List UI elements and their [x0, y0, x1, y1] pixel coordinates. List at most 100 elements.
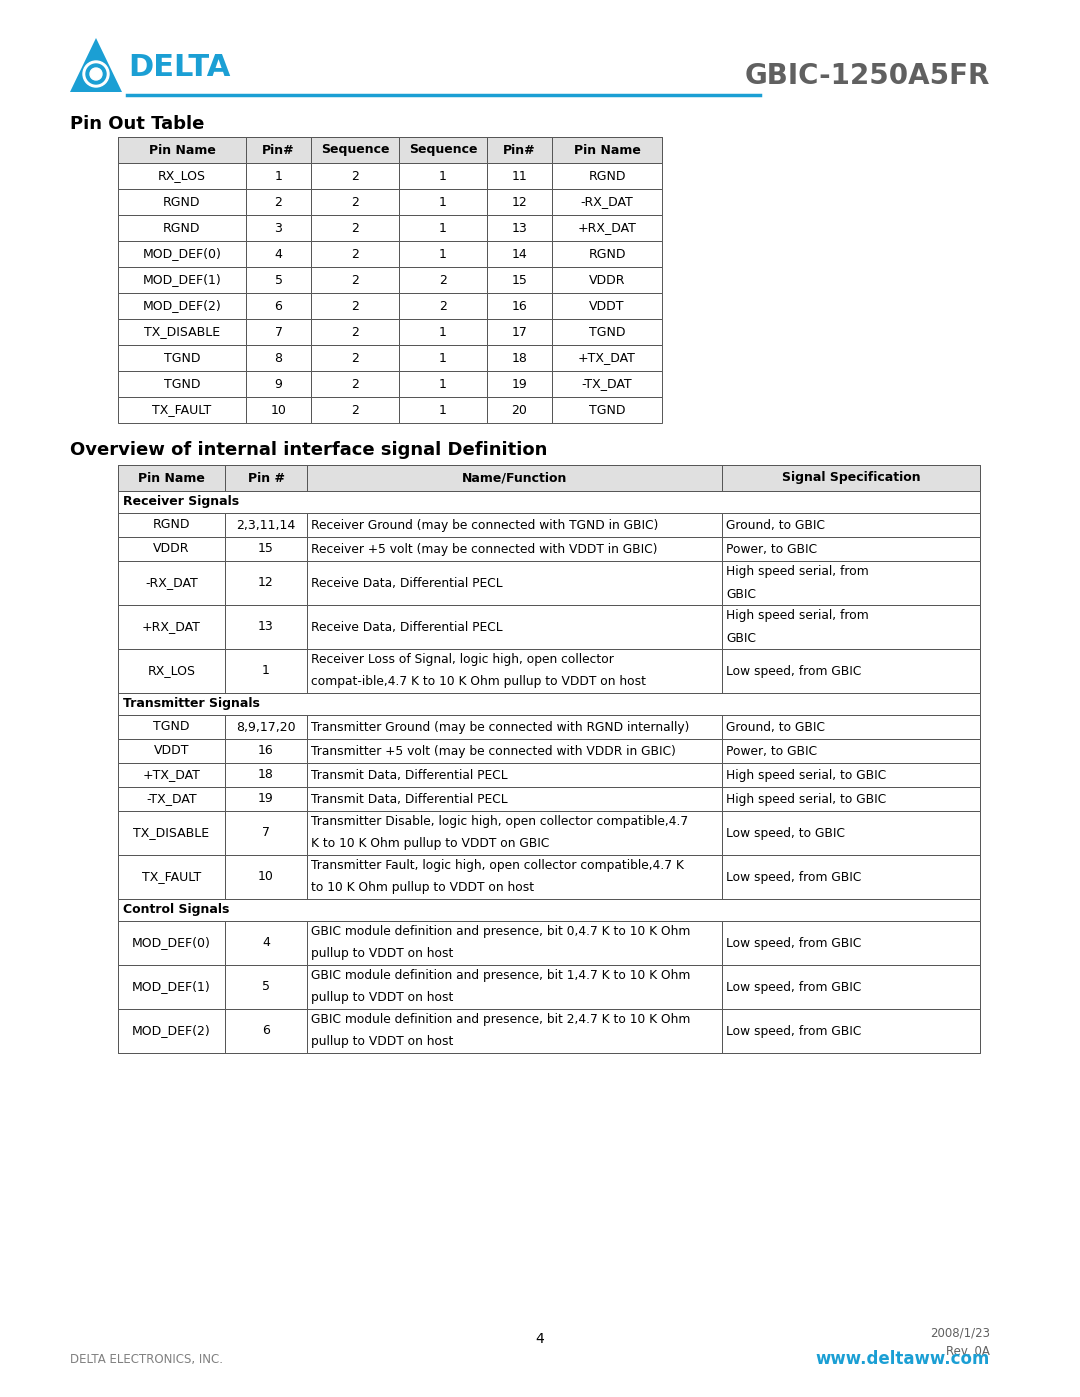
Text: www.deltaww.com: www.deltaww.com [815, 1350, 990, 1368]
Bar [723, 1009, 980, 1053]
Bar [723, 921, 980, 965]
Text: Receive Data, Differential PECL: Receive Data, Differential PECL [311, 620, 502, 633]
Text: 16: 16 [258, 745, 274, 757]
Bar [118, 513, 980, 536]
Bar [311, 293, 399, 319]
Text: Transmitter +5 volt (may be connected with VDDR in GBIC): Transmitter +5 volt (may be connected wi… [311, 745, 676, 757]
Bar [399, 293, 487, 319]
Text: High speed serial, from: High speed serial, from [726, 566, 868, 578]
Bar [118, 921, 980, 965]
Text: Rev. 0A: Rev. 0A [946, 1345, 990, 1358]
Bar [723, 787, 980, 812]
Text: Ground, to GBIC: Ground, to GBIC [726, 721, 825, 733]
Text: 6: 6 [262, 1024, 270, 1038]
Text: Receiver Ground (may be connected with TGND in GBIC): Receiver Ground (may be connected with T… [311, 518, 659, 531]
Text: TX_FAULT: TX_FAULT [152, 404, 212, 416]
Text: Low speed, from GBIC: Low speed, from GBIC [726, 1024, 862, 1038]
Text: Transmitter Ground (may be connected with RGND internally): Transmitter Ground (may be connected wit… [311, 721, 689, 733]
Bar [552, 319, 662, 345]
Bar [487, 137, 552, 163]
Bar [118, 763, 225, 787]
Bar [723, 763, 980, 787]
Circle shape [90, 68, 102, 80]
Text: VDDR: VDDR [153, 542, 190, 556]
Bar [552, 397, 662, 423]
Text: Transmitter Signals: Transmitter Signals [123, 697, 260, 711]
Bar [399, 345, 487, 372]
Bar [487, 319, 552, 345]
Bar [552, 267, 662, 293]
Text: 4: 4 [536, 1331, 544, 1345]
Bar [307, 812, 723, 855]
Text: GBIC module definition and presence, bit 1,4.7 K to 10 K Ohm: GBIC module definition and presence, bit… [311, 970, 690, 982]
Bar [487, 163, 552, 189]
Text: 1: 1 [440, 196, 447, 208]
Text: TGND: TGND [164, 377, 200, 391]
Bar [307, 650, 723, 693]
Text: High speed serial, to GBIC: High speed serial, to GBIC [726, 768, 887, 781]
Bar [307, 465, 723, 490]
Bar [246, 267, 311, 293]
Text: 13: 13 [258, 620, 274, 633]
Text: TX_DISABLE: TX_DISABLE [144, 326, 220, 338]
Text: -RX_DAT: -RX_DAT [145, 577, 198, 590]
Text: 13: 13 [512, 222, 527, 235]
Bar [118, 189, 246, 215]
Text: Receiver +5 volt (may be connected with VDDT in GBIC): Receiver +5 volt (may be connected with … [311, 542, 658, 556]
Bar [399, 372, 487, 397]
Bar [487, 293, 552, 319]
Bar [118, 536, 225, 562]
Bar [311, 189, 399, 215]
Bar [723, 562, 980, 605]
Bar [118, 293, 246, 319]
Text: Power, to GBIC: Power, to GBIC [726, 745, 818, 757]
Bar [225, 562, 307, 605]
Text: +TX_DAT: +TX_DAT [143, 768, 201, 781]
Bar [118, 855, 980, 900]
Bar [311, 397, 399, 423]
Text: GBIC module definition and presence, bit 0,4.7 K to 10 K Ohm: GBIC module definition and presence, bit… [311, 925, 690, 939]
Text: 4: 4 [262, 936, 270, 950]
Bar [723, 536, 980, 562]
Bar [399, 242, 487, 267]
Text: 6: 6 [274, 299, 283, 313]
Bar [118, 605, 225, 650]
Text: 2: 2 [351, 404, 359, 416]
Text: 1: 1 [440, 352, 447, 365]
Text: 10: 10 [258, 870, 274, 883]
Bar [246, 319, 311, 345]
Text: 4: 4 [274, 247, 283, 260]
Text: 5: 5 [274, 274, 283, 286]
Bar [225, 465, 307, 490]
Bar [399, 397, 487, 423]
Text: +RX_DAT: +RX_DAT [578, 222, 636, 235]
Text: Receiver Loss of Signal, logic high, open collector: Receiver Loss of Signal, logic high, ope… [311, 654, 613, 666]
Text: Low speed, to GBIC: Low speed, to GBIC [726, 827, 845, 840]
Bar [487, 215, 552, 242]
Text: Pin Out Table: Pin Out Table [70, 115, 204, 133]
Bar [246, 293, 311, 319]
Text: 7: 7 [274, 326, 283, 338]
Bar [399, 319, 487, 345]
Bar [118, 372, 246, 397]
Bar [723, 715, 980, 739]
Bar [246, 189, 311, 215]
Bar [118, 163, 246, 189]
Bar [225, 812, 307, 855]
Text: VDDT: VDDT [153, 745, 189, 757]
Bar [118, 490, 980, 513]
Text: 8,9,17,20: 8,9,17,20 [237, 721, 296, 733]
Bar [118, 562, 225, 605]
Bar [246, 215, 311, 242]
Text: Sequence: Sequence [408, 144, 477, 156]
Bar [118, 137, 246, 163]
Text: 12: 12 [512, 196, 527, 208]
Bar [118, 921, 225, 965]
Bar [118, 137, 662, 163]
Bar [246, 372, 311, 397]
Bar [487, 189, 552, 215]
Text: High speed serial, from: High speed serial, from [726, 609, 868, 623]
Bar [487, 345, 552, 372]
Bar [118, 1009, 225, 1053]
Bar [311, 372, 399, 397]
